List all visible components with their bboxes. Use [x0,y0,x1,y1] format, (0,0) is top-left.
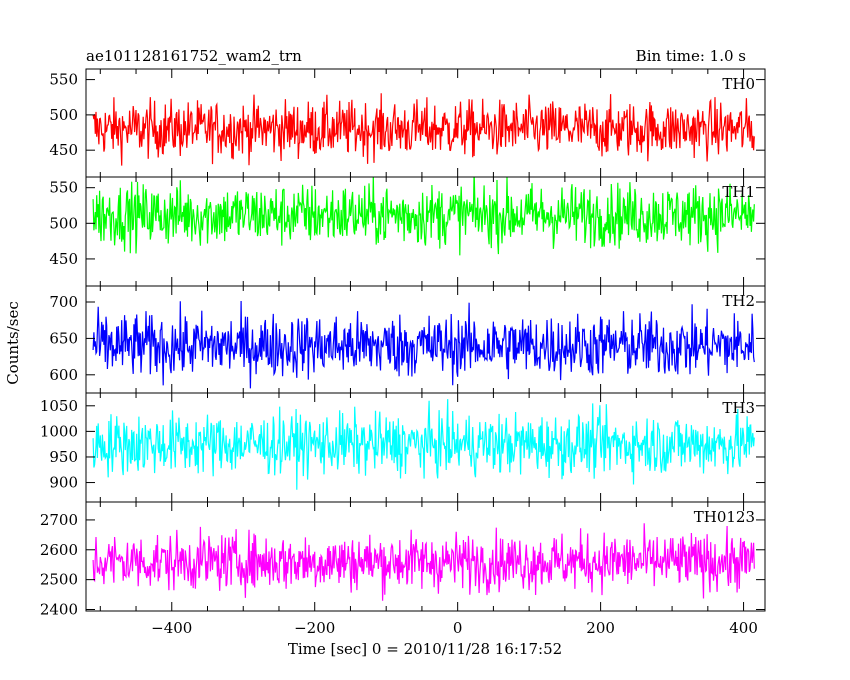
y-tick-label: 650 [49,329,78,347]
panel-th1: 450 500 550 TH1 [49,176,766,287]
y-tick-label: 450 [49,141,78,159]
y-tick-label: 550 [49,71,78,89]
x-tick-label: 0 [453,619,463,637]
y-tick-label: 2500 [40,571,78,589]
panel-label: TH1 [722,183,755,201]
y-tick-label: 2400 [40,601,78,619]
x-tick-label: 200 [586,619,615,637]
y-tick-label: 450 [49,250,78,268]
chart-title-left: ae101128161752_wam2_trn [86,47,302,65]
y-tick-label: 1000 [40,422,78,440]
series-th0 [92,93,755,166]
panel-th2: 600 650 700 TH2 [49,285,766,394]
series-th2 [92,300,755,389]
panel-th0: 450 500 550 TH0 [49,68,766,178]
x-tick-label: −200 [294,619,335,637]
y-tick-label: 2700 [40,511,78,529]
y-tick-label: 550 [49,179,78,197]
panel-frame [85,501,766,612]
y-tick-label: 2600 [40,541,78,559]
x-tick-label: 400 [729,619,758,637]
y-tick-label: 600 [49,366,78,384]
panel-th3: 900 950 1000 1050 TH3 [40,392,766,503]
y-tick-label: 500 [49,106,78,124]
panel-label: TH3 [722,399,755,417]
panel-label: TH0 [722,75,755,93]
panel-label: TH0123 [694,508,755,526]
y-tick-label: 900 [49,474,78,492]
chart-title-right: Bin time: 1.0 s [636,47,746,65]
y-tick-label: 1050 [40,397,78,415]
series-th0123 [92,523,755,601]
x-tick-label: −400 [151,619,192,637]
x-axis-label: Time [sec] 0 = 2010/11/28 16:17:52 [288,640,562,658]
y-tick-label: 700 [49,293,78,311]
y-tick-label: 950 [49,448,78,466]
y-tick-label: 500 [49,214,78,232]
y-axis-label: Counts/sec [4,301,22,385]
x-axis: −400 −200 0 200 400 [151,619,758,637]
panel-th0123: 2400 2500 2600 2700 TH0123 [40,501,766,619]
panel-label: TH2 [722,292,755,310]
series-th1 [92,177,755,256]
series-th3 [92,399,755,490]
